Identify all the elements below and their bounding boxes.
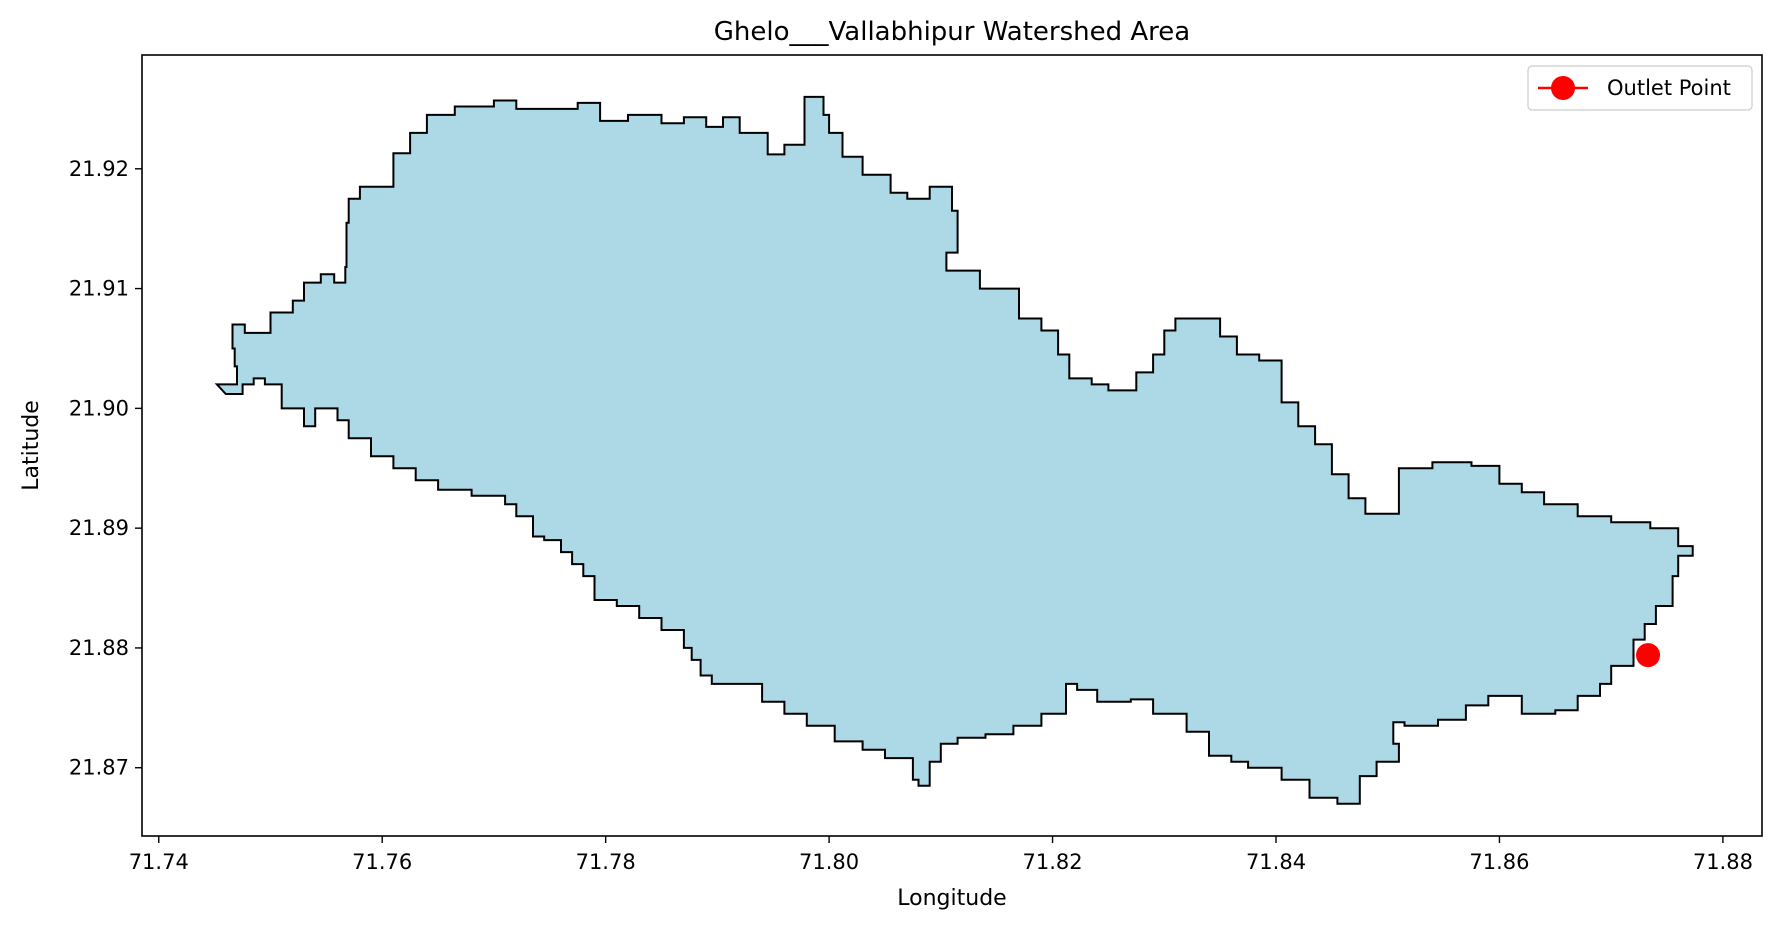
- y-tick-label: 21.89: [69, 516, 129, 540]
- y-axis-title: Latitude: [19, 400, 44, 491]
- y-tick-label: 21.92: [69, 157, 129, 181]
- axes: 71.74 71.76 71.78 71.80 71.82 71.84 71.86 71.88…: [69, 54, 1763, 874]
- axes-frame: [141, 54, 1763, 837]
- y-tick-label: 21.88: [69, 636, 129, 660]
- x-tick-label: 71.76: [352, 850, 412, 874]
- x-tick-label: 71.74: [129, 850, 189, 874]
- y-tick-label: 21.90: [69, 396, 129, 420]
- legend: Outlet Point: [1527, 65, 1753, 111]
- outlet-point: [1636, 643, 1661, 668]
- x-tick-label: 71.86: [1469, 850, 1529, 874]
- legend-box: [1527, 65, 1753, 111]
- x-tick-label: 71.88: [1693, 850, 1753, 874]
- x-tick-label: 71.84: [1246, 850, 1306, 874]
- y-tick-label: 21.91: [69, 277, 129, 301]
- legend-marker-dot: [1551, 76, 1575, 100]
- plot-area: [214, 95, 1694, 805]
- x-tick-label: 71.78: [576, 850, 636, 874]
- x-axis-title: Longitude: [897, 886, 1006, 911]
- x-tick-label: 71.82: [1022, 850, 1082, 874]
- chart-title: Ghelo___Vallabhipur Watershed Area: [714, 17, 1190, 47]
- watershed-polygon: [214, 95, 1694, 805]
- y-tick-label: 21.87: [69, 756, 129, 780]
- x-tick-label: 71.80: [799, 850, 859, 874]
- legend-label: Outlet Point: [1607, 76, 1731, 100]
